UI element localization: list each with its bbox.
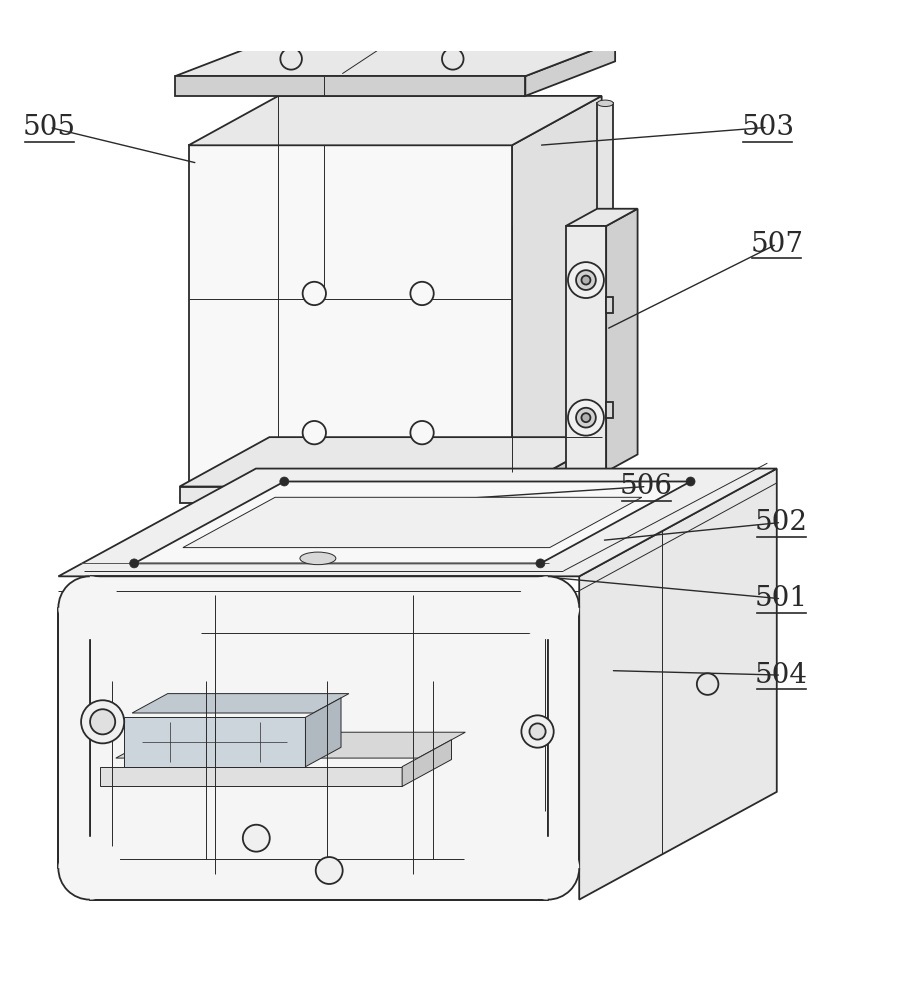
Circle shape	[410, 421, 434, 444]
Ellipse shape	[300, 552, 336, 565]
Circle shape	[568, 262, 603, 298]
Text: 503: 503	[741, 114, 795, 141]
Polygon shape	[189, 96, 602, 145]
Bar	[606, 402, 613, 418]
Bar	[329, 10, 372, 42]
Polygon shape	[58, 469, 777, 576]
Text: 502: 502	[754, 509, 808, 536]
Circle shape	[686, 477, 695, 486]
Bar	[566, 226, 606, 472]
Circle shape	[58, 837, 121, 900]
Polygon shape	[116, 732, 465, 758]
Bar	[58, 608, 90, 868]
Circle shape	[242, 825, 269, 852]
Polygon shape	[521, 437, 611, 503]
Circle shape	[58, 576, 121, 639]
Circle shape	[516, 837, 579, 900]
Circle shape	[303, 282, 326, 305]
Circle shape	[581, 276, 590, 285]
Ellipse shape	[597, 100, 613, 107]
Bar	[189, 145, 512, 487]
Polygon shape	[336, 504, 361, 558]
Polygon shape	[341, 485, 373, 518]
Text: 504: 504	[754, 662, 808, 689]
Bar	[548, 608, 579, 868]
Bar	[597, 103, 613, 495]
Circle shape	[522, 715, 554, 748]
Text: 507: 507	[750, 231, 804, 258]
Polygon shape	[305, 698, 341, 767]
Polygon shape	[606, 209, 638, 472]
Polygon shape	[525, 42, 615, 96]
Polygon shape	[372, 0, 399, 42]
Bar	[606, 297, 613, 313]
Circle shape	[442, 48, 463, 70]
Bar	[100, 767, 402, 786]
Polygon shape	[566, 209, 638, 226]
Circle shape	[316, 857, 343, 884]
Circle shape	[576, 270, 595, 290]
Polygon shape	[579, 469, 777, 900]
Circle shape	[568, 400, 603, 436]
Bar	[338, 0, 363, 10]
Bar	[180, 487, 521, 503]
Bar	[300, 518, 336, 558]
Circle shape	[410, 282, 434, 305]
Polygon shape	[180, 437, 611, 487]
Text: 506: 506	[620, 473, 674, 500]
Bar	[175, 76, 525, 96]
Polygon shape	[132, 694, 349, 713]
Text: 501: 501	[754, 585, 808, 612]
Polygon shape	[183, 497, 642, 548]
Circle shape	[581, 413, 590, 422]
Bar	[124, 717, 305, 767]
Polygon shape	[295, 485, 373, 503]
Circle shape	[697, 673, 718, 695]
Polygon shape	[134, 482, 691, 563]
Polygon shape	[512, 96, 602, 487]
Circle shape	[280, 48, 302, 70]
Circle shape	[536, 559, 545, 568]
Circle shape	[280, 477, 289, 486]
Circle shape	[303, 421, 326, 444]
Circle shape	[81, 700, 124, 743]
Circle shape	[530, 723, 546, 740]
Bar	[295, 503, 341, 518]
Circle shape	[516, 576, 579, 639]
Bar	[90, 576, 548, 900]
Circle shape	[129, 559, 138, 568]
Circle shape	[576, 408, 595, 428]
Polygon shape	[175, 42, 615, 76]
Text: 505: 505	[22, 114, 76, 141]
Polygon shape	[402, 740, 452, 786]
Circle shape	[90, 709, 115, 734]
